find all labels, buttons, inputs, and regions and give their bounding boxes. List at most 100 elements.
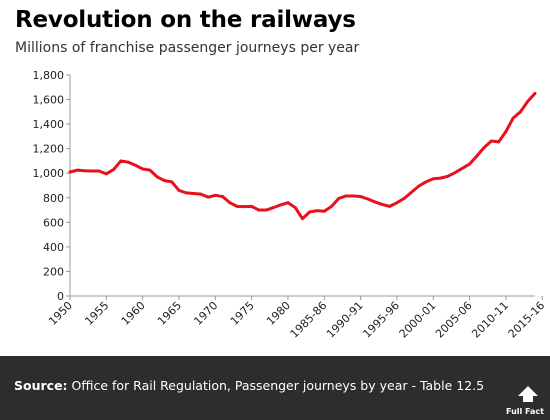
- data-point: [97, 169, 101, 173]
- data-point: [264, 208, 268, 212]
- x-tick-label: 1975: [228, 299, 257, 328]
- data-point: [199, 192, 203, 196]
- data-point: [68, 170, 72, 174]
- data-point: [526, 100, 530, 103]
- data-point: [126, 160, 130, 164]
- data-point: [373, 200, 377, 204]
- data-point: [279, 203, 283, 207]
- data-point: [417, 184, 421, 188]
- y-tick-label: 1,200: [33, 143, 65, 156]
- data-point: [410, 190, 413, 194]
- x-tick-label: 1960: [119, 299, 148, 328]
- x-tick-label: 2010-11: [469, 299, 511, 341]
- data-point: [242, 205, 246, 209]
- data-point: [519, 110, 522, 114]
- data-point: [511, 116, 515, 120]
- data-point: [228, 201, 232, 205]
- x-tick-label: 1950: [46, 299, 75, 328]
- chart-title: Revolution on the railways: [15, 7, 356, 33]
- data-point: [490, 139, 493, 143]
- data-point: [439, 176, 442, 180]
- y-tick-label: 1,600: [33, 94, 65, 107]
- logo-mark-icon: [518, 386, 538, 402]
- data-point: [460, 166, 464, 170]
- data-point: [330, 204, 333, 208]
- x-tick-label: 2015-16: [506, 299, 548, 341]
- y-tick-label: 600: [43, 216, 64, 229]
- footer-bar: Source: Office for Rail Regulation, Pass…: [0, 356, 550, 420]
- data-point: [141, 167, 145, 171]
- data-point: [388, 204, 392, 208]
- y-axis: 0 200 400 600 800 1,000 1,200 1,400 1,600 1,800: [33, 69, 71, 303]
- data-point: [112, 168, 115, 171]
- source-note: Source: Office for Rail Regulation, Pass…: [14, 378, 484, 393]
- data-point: [213, 193, 217, 197]
- data-point: [344, 194, 348, 198]
- y-tick-label: 1,400: [33, 118, 65, 131]
- x-tick-label: 1995-96: [360, 299, 402, 341]
- x-tick-label: 1965: [155, 299, 184, 328]
- data-point: [119, 159, 123, 163]
- data-point: [504, 130, 508, 133]
- x-tick-label: 1980: [264, 299, 293, 328]
- data-point: [177, 189, 181, 192]
- y-tick-label: 200: [43, 265, 64, 278]
- y-tick-label: 0: [57, 290, 64, 303]
- data-point: [90, 169, 94, 173]
- data-point: [453, 171, 457, 175]
- data-point: [293, 206, 297, 210]
- y-tick-label: 800: [43, 192, 64, 205]
- data-point: [359, 195, 363, 198]
- data-point: [351, 194, 355, 198]
- data-point: [104, 172, 108, 176]
- series-line: [68, 91, 537, 221]
- x-tick-label: 1955: [82, 299, 111, 328]
- data-point: [475, 154, 479, 158]
- data-point: [192, 192, 195, 195]
- data-point: [257, 208, 261, 212]
- data-point: [221, 195, 224, 198]
- data-point: [272, 206, 275, 210]
- data-point: [301, 217, 304, 221]
- data-point: [155, 175, 159, 179]
- data-point: [402, 196, 406, 200]
- data-point: [308, 210, 312, 214]
- data-point: [468, 162, 472, 166]
- x-tick-label: 2005-06: [433, 299, 475, 341]
- x-tick-label: 1970: [191, 299, 220, 328]
- data-point: [133, 163, 137, 167]
- data-point: [163, 179, 166, 182]
- data-point: [250, 204, 254, 208]
- x-axis: 1950 1955 1960 1965 1970 1975 19801985-861990-…: [46, 295, 548, 341]
- data-point: [315, 209, 319, 213]
- chart-subtitle: Millions of franchise passenger journeys…: [15, 40, 360, 56]
- data-point: [83, 169, 86, 173]
- data-point: [337, 196, 341, 200]
- data-point: [497, 140, 501, 144]
- data-point: [184, 191, 188, 195]
- y-tick-label: 1,000: [33, 167, 65, 180]
- y-tick-label: 400: [43, 241, 64, 254]
- data-point: [75, 168, 79, 172]
- x-tick-label: 1985-86: [288, 299, 330, 341]
- data-point: [533, 92, 537, 95]
- x-tick-label: 2000-01: [397, 299, 439, 341]
- data-point: [431, 177, 435, 181]
- logo-text: Full Fact: [506, 407, 544, 416]
- data-point: [446, 174, 450, 178]
- x-tick-label: 1990-91: [324, 299, 366, 341]
- data-point: [170, 180, 174, 184]
- source-label: Source:: [14, 378, 68, 393]
- data-point: [395, 201, 399, 205]
- data-point: [366, 197, 370, 201]
- full-fact-logo: Full Fact: [500, 382, 544, 416]
- data-point: [322, 209, 326, 213]
- line-chart: 0 200 400 600 800 1,000 1,200 1,400 1,600 1,800 1…: [33, 69, 548, 341]
- data-point: [206, 195, 210, 199]
- source-text: Office for Rail Regulation, Passenger jo…: [71, 378, 485, 393]
- data-point: [381, 203, 384, 206]
- data-point: [286, 201, 290, 205]
- series-layer: [68, 91, 537, 221]
- y-tick-label: 1,800: [33, 69, 65, 82]
- data-point: [424, 180, 428, 184]
